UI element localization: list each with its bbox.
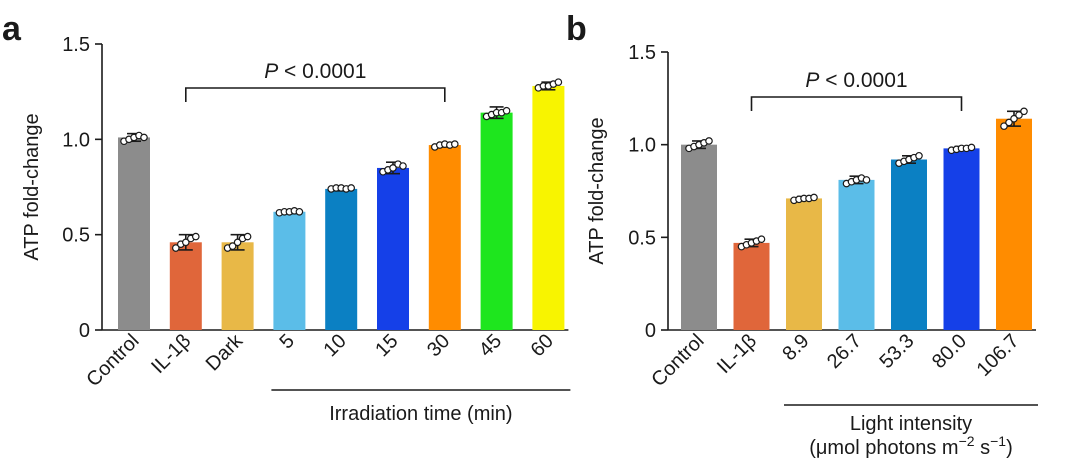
panel-a-chart: a 0 0.5 1.0 1.5 ATP fold-change Control IL-1β Da… [2, 10, 571, 425]
category-label: 45 [475, 330, 506, 361]
y-axis-label: ATP fold-change [586, 117, 608, 264]
category-label: 80.0 [928, 330, 971, 373]
category-label: Dark [202, 329, 248, 375]
bar-80.0 [943, 148, 980, 330]
data-point [172, 244, 180, 252]
category-label: 10 [319, 330, 350, 361]
category-label: Control [647, 330, 708, 391]
group-label-line1: Light intensity [850, 413, 972, 435]
data-point [1000, 122, 1008, 130]
bar-15 [377, 167, 409, 330]
y-tick-label: 0.5 [62, 225, 90, 247]
category-label: 30 [423, 330, 454, 361]
category-label: 106.7 [973, 330, 1024, 381]
y-tick-label: 1.5 [62, 34, 90, 56]
bar-Control [118, 137, 150, 330]
data-point [192, 232, 200, 241]
bar-26.7 [838, 179, 875, 330]
data-point [1010, 114, 1018, 123]
data-point [862, 176, 871, 184]
bar-30 [428, 145, 461, 330]
bar-5 [273, 211, 306, 330]
data-point [347, 184, 356, 192]
bar-Dark [221, 242, 254, 330]
panel-b-chart: b 0 0.5 1.0 1.5 ATP fold-change Control IL-1β 8.… [566, 10, 1038, 459]
y-tick-label: 0 [645, 320, 656, 342]
category-label: 5 [276, 330, 299, 353]
category-label: 8.9 [778, 330, 813, 365]
y-tick-label: 0.5 [628, 227, 656, 249]
group-label-line2: (μmol photons m−2 s−1) [809, 433, 1013, 459]
y-axis-label: ATP fold-change [21, 113, 43, 260]
panel-letter-b: b [566, 10, 587, 48]
bar-Control [681, 144, 717, 330]
bar-8.9 [786, 198, 822, 330]
data-point [182, 238, 190, 247]
data-point [757, 235, 766, 243]
data-point [228, 242, 237, 250]
data-point [399, 162, 407, 170]
p-value-label: P < 0.0001 [805, 69, 907, 92]
data-point [1005, 118, 1013, 127]
data-point [1020, 107, 1028, 116]
data-point [450, 140, 459, 148]
significance-bracket [185, 87, 446, 102]
category-label: 60 [527, 330, 558, 361]
data-point [233, 238, 242, 247]
data-point [554, 78, 563, 86]
group-label: Irradiation time (min) [329, 403, 512, 425]
data-point [295, 207, 304, 216]
y-tick-label: 1.5 [628, 42, 656, 64]
category-label: 26.7 [823, 330, 866, 373]
data-point [915, 151, 923, 160]
panel-letter-a: a [2, 10, 22, 48]
significance-bracket [750, 96, 963, 111]
bar-10 [325, 188, 358, 330]
y-tick-label: 1.0 [62, 129, 90, 151]
data-point [389, 164, 397, 172]
bar-106.7 [996, 118, 1032, 330]
category-label: IL-1β [147, 330, 195, 378]
category-label: IL-1β [713, 330, 761, 378]
category-label: 15 [371, 330, 402, 361]
category-label: 53.3 [875, 330, 918, 373]
p-value-label: P < 0.0001 [264, 60, 366, 83]
data-point [810, 193, 818, 202]
data-point [140, 133, 148, 142]
y-tick-label: 0 [79, 320, 90, 342]
bar-60 [532, 85, 565, 331]
bar-IL-1β [169, 242, 202, 330]
data-point [502, 106, 511, 115]
bar-45 [480, 112, 513, 330]
data-point [1015, 111, 1023, 119]
bar-53.3 [891, 159, 927, 330]
data-point [705, 137, 713, 145]
bar-IL-1β [733, 242, 770, 330]
data-point [243, 232, 252, 241]
category-label: Control [82, 330, 143, 391]
data-point [967, 143, 976, 152]
y-tick-label: 1.0 [628, 135, 656, 157]
